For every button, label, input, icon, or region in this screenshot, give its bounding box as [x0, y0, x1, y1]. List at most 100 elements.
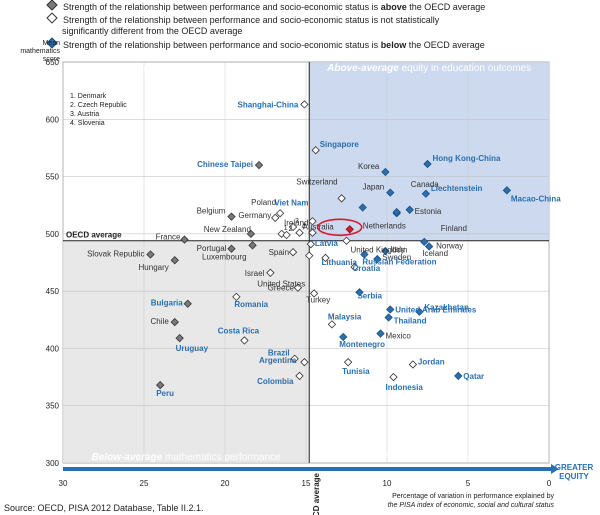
point-bulgaria	[183, 299, 192, 308]
x-tick-label: 15	[302, 479, 311, 488]
label-jordan: Jordan	[418, 357, 445, 366]
point-chinese-taipei	[254, 160, 264, 170]
label-greece: Greece	[268, 284, 295, 293]
point-turkey	[309, 289, 319, 298]
quadrant-top-left-line1: Above-average mathematics performance	[90, 51, 282, 62]
point-korea	[381, 167, 390, 177]
label-israel: Israel	[245, 269, 265, 278]
label-poland: Poland	[251, 198, 276, 207]
label-peru: Peru	[156, 389, 174, 398]
y-tick-label: 400	[46, 344, 60, 353]
label-sweden: Sweden	[382, 253, 411, 262]
y-tick-label: 450	[46, 287, 60, 296]
label-slovak-republic: Slovak Republic	[87, 249, 144, 258]
numbered-key-item: 3. Austria	[70, 111, 99, 118]
point-argentina	[300, 358, 309, 367]
legend-bold: above	[380, 2, 407, 12]
label-korea: Korea	[358, 162, 380, 171]
label-hungary: Hungary	[139, 263, 169, 272]
x-tick-label: 5	[466, 479, 471, 488]
label-united-states: United States	[257, 280, 305, 289]
label-hong-kong-china: Hong Kong-China	[433, 154, 502, 163]
point-jordan	[408, 360, 418, 369]
point-uruguay	[175, 333, 184, 343]
legend-text: Strength of the relationship between per…	[63, 15, 440, 25]
point-united-states	[305, 251, 314, 260]
y-tick-label: 600	[46, 115, 60, 124]
y-axis-title: mathematics	[20, 48, 60, 55]
point-mexico	[376, 329, 385, 338]
point-tunisia	[343, 358, 353, 367]
point-iceland	[420, 237, 429, 247]
point-japan	[386, 188, 395, 197]
label-new-zealand: New Zealand	[204, 225, 251, 234]
label-romania: Romania	[234, 300, 268, 309]
x-tick-label: 20	[221, 479, 230, 488]
point-netherlands	[358, 203, 367, 212]
point-brazil	[290, 354, 299, 363]
quadrant-top-right-line1: Above-average mathematics performance	[333, 51, 525, 62]
label-united-kingdom: United Kingdom	[351, 246, 408, 255]
point-poland	[275, 209, 285, 218]
point-chile	[170, 317, 179, 327]
label-brazil: Brazil	[268, 349, 290, 358]
point-singapore	[311, 146, 320, 155]
label-russian-federation: Russian Federation	[362, 257, 436, 266]
oecd-average-y-label: OECD average	[66, 231, 122, 240]
legend-text-end: the OECD average	[406, 2, 486, 12]
point-romania	[232, 292, 241, 302]
label-spain: Spain	[269, 248, 289, 257]
point-australia	[345, 225, 354, 234]
quadrant-top-left-line2: Below-average equity in education outcom…	[85, 63, 288, 74]
y-tick-label: 650	[46, 58, 60, 67]
point-number-czech-republic: 2	[289, 226, 293, 233]
point-shanghai-china	[300, 100, 309, 109]
label-japan: Japan	[362, 183, 384, 192]
point-slovenia	[295, 228, 304, 237]
label-chile: Chile	[151, 317, 170, 326]
label-ireland: Ireland	[284, 219, 308, 228]
point-thailand	[384, 313, 393, 322]
point-belgium	[227, 212, 236, 221]
label-singapore: Singapore	[320, 140, 360, 149]
label-liechtenstein: Liechtenstein	[431, 184, 483, 193]
label-portugal: Portugal	[197, 244, 227, 253]
point-sweden	[373, 254, 382, 264]
quadrant-bg-upper-right	[309, 62, 549, 241]
label-croatia: Croatia	[353, 264, 381, 273]
point-montenegro	[339, 332, 348, 342]
numbered-key-item: 1. Denmark	[70, 93, 107, 100]
point-colombia	[295, 371, 304, 381]
point-qatar	[454, 371, 463, 381]
label-malaysia: Malaysia	[328, 312, 362, 321]
point-slovak-republic	[146, 250, 155, 259]
x-tick-label: 25	[140, 479, 149, 488]
numbered-key-item: 2. Czech Republic	[70, 102, 127, 109]
y-axis-title: score	[43, 56, 60, 63]
point-germany	[271, 213, 280, 222]
label-argentina: Argentina	[259, 356, 297, 365]
point-serbia	[355, 288, 364, 297]
x-tick-label: 10	[383, 479, 392, 488]
label-estonia: Estonia	[415, 207, 442, 216]
point-greece	[293, 283, 303, 292]
label-netherlands: Netherlands	[363, 222, 406, 231]
point-malaysia	[327, 320, 337, 329]
point-number-denmark: 1	[284, 225, 288, 232]
point-luxembourg	[248, 241, 257, 250]
point-norway	[424, 242, 434, 251]
point-ireland	[308, 228, 317, 237]
point-switzerland	[337, 194, 346, 203]
label-turkey: Turkey	[306, 295, 330, 304]
label-france: France	[156, 233, 181, 242]
label-thailand: Thailand	[394, 316, 427, 325]
point-latvia	[306, 240, 316, 249]
label-serbia: Serbia	[357, 291, 382, 300]
label-lithuania: Lithuania	[321, 258, 357, 267]
point-france	[180, 235, 189, 244]
point-viet-nam	[308, 217, 317, 226]
legend-text-end: the OECD average	[406, 40, 485, 50]
x-tick-label: 30	[59, 479, 68, 488]
